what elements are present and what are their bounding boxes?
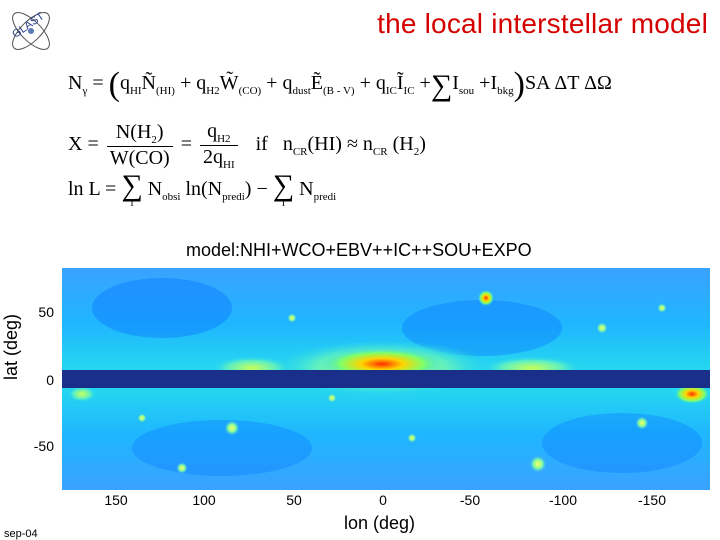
plot-title: model:NHI+WCO+EBV++IC++SOU+EXPO [186, 240, 532, 260]
x-tick-label: 150 [104, 492, 128, 508]
slide-date: sep-04 [4, 528, 38, 540]
x-tick-label: 100 [192, 492, 216, 508]
y-tick-label: -50 [33, 438, 54, 454]
slide-title: the local interstellar model [377, 8, 708, 39]
x-tick-label: -150 [637, 492, 667, 508]
sky-map [62, 268, 710, 490]
glast-logo: GLAST [10, 10, 50, 50]
y-tick-label: 50 [38, 304, 54, 320]
y-axis-label: lat (deg) [1, 313, 21, 380]
x-tick-label: -100 [548, 492, 578, 508]
logo-text: GLAST [10, 10, 47, 41]
x-tick-label: 50 [286, 492, 302, 508]
x-axis-label: lon (deg) [344, 513, 416, 533]
equation-log-likelihood: ln L = ∑ i Nobsi ln(Npredi) − ∑ i Npredi [68, 169, 337, 209]
equation-x-factor: X = N(H2) W(CO) = qH2 2qHI if nCR(HI) ≈ nC… [68, 120, 426, 171]
y-tick-label: 0 [46, 372, 54, 388]
x-tick-label: 0 [379, 492, 387, 508]
equation-gamma-counts: Nγ = (qHIÑ(HI) + qH2W̃(CO) + qdustẼ(B - … [68, 66, 612, 103]
x-tick-label: -50 [459, 492, 481, 508]
